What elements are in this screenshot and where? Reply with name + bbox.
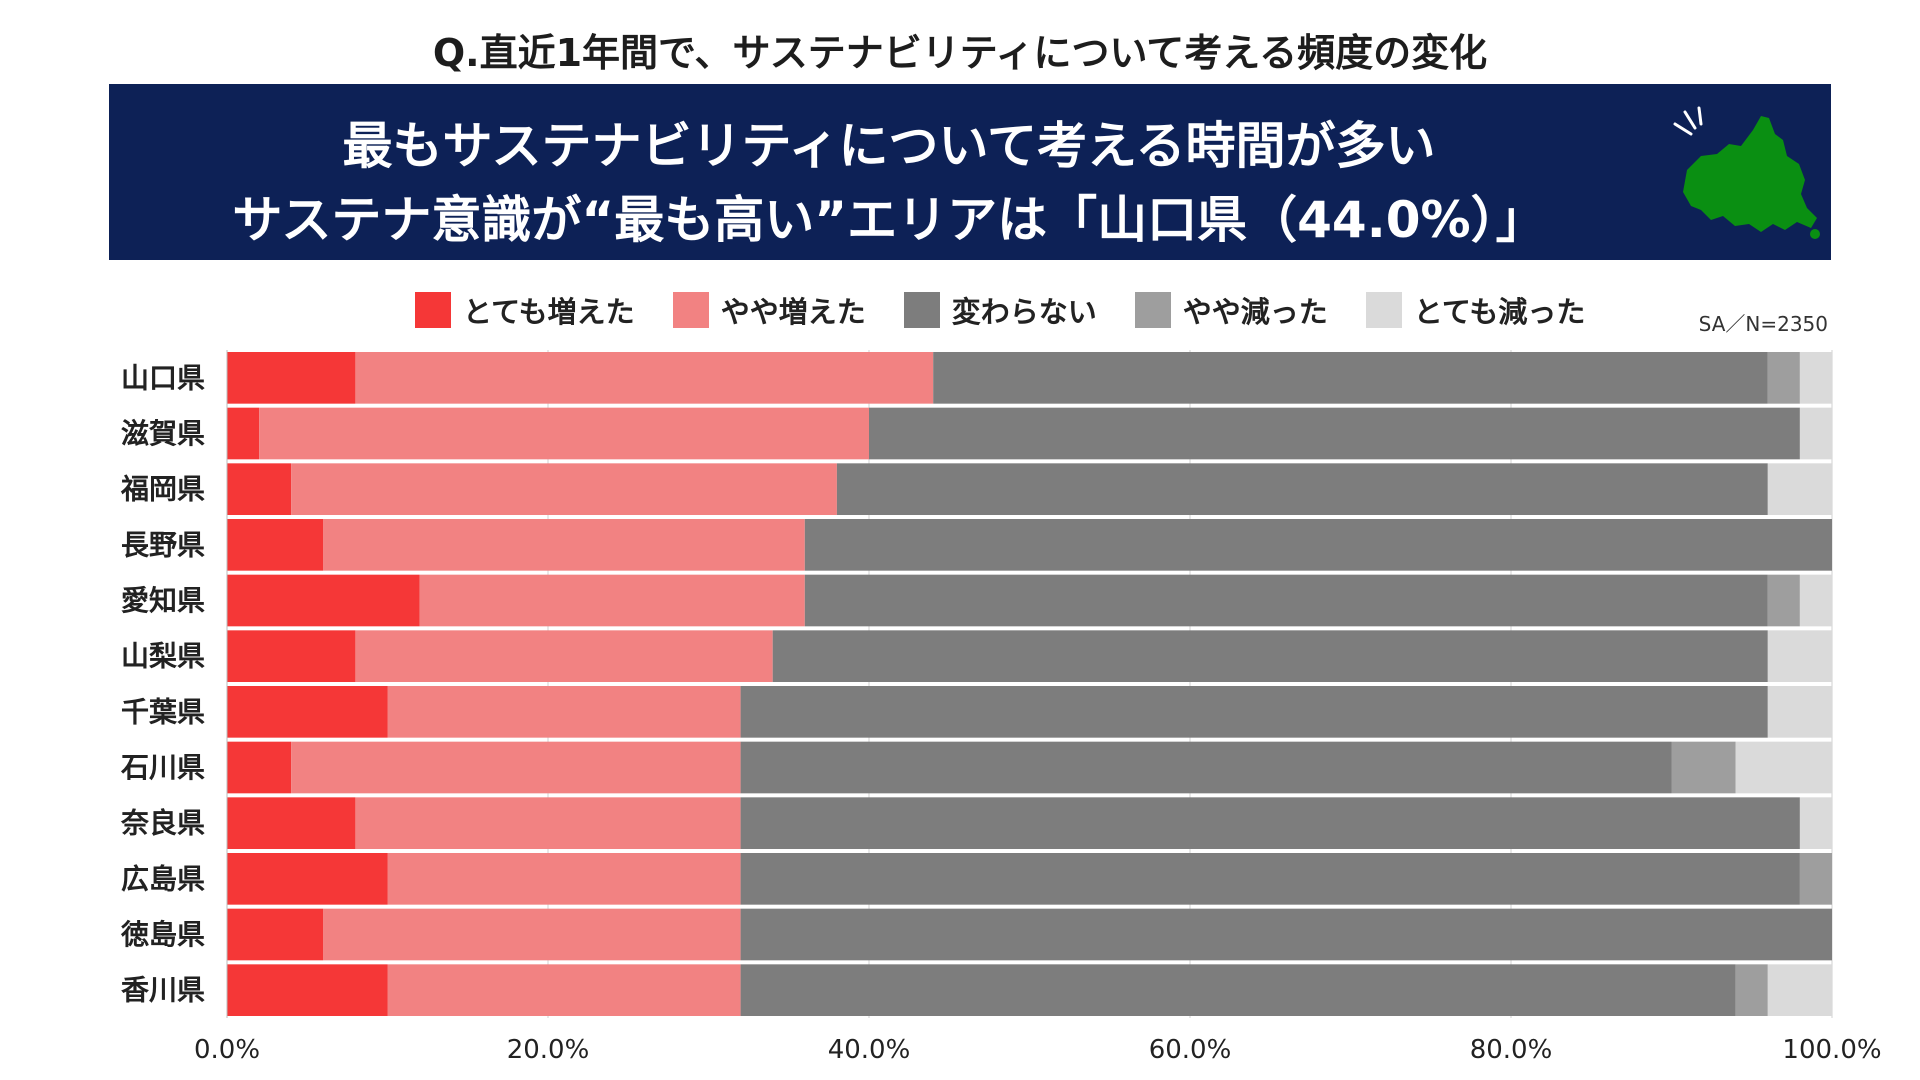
bar-segment [291,741,741,794]
bar-segment [1767,686,1832,738]
x-tick-label: 40.0% [828,1035,911,1065]
legend-label: やや増えた [720,295,866,329]
bar-segment [227,352,356,404]
bar-segment [1767,964,1832,1016]
legend-swatch [1365,292,1402,328]
question-title: Q.直近1年間で、サステナビリティについて考える頻度の変化 [432,31,1488,75]
bar-segment [740,964,1736,1016]
bar-segment [740,908,1832,961]
bar-segment [1735,964,1768,1016]
bar-segment [227,519,324,571]
yamaguchi-map-icon [1673,106,1820,239]
headline-line-2: サステナ意識が“最も高い”エリアは「山口県（44.0%）」 [232,191,1546,249]
legend-label: やや減った [1182,295,1328,329]
bar-segment [869,407,1800,460]
x-tick-label: 20.0% [507,1035,590,1065]
bar-segment [355,352,934,404]
bar-segment [259,407,870,460]
bar-segment [1767,463,1832,515]
bar-segment [387,686,741,738]
bar-segment [227,574,420,627]
bar-segment [227,797,356,849]
category-label: 石川県 [120,751,205,784]
bar-segment [227,686,388,738]
bar-segment [227,407,260,460]
category-label: 奈良県 [120,807,205,840]
bar-segment [355,797,741,849]
bar-segment [804,574,1768,627]
bar-segment [1767,574,1800,627]
bar-segment [355,630,773,682]
bar-segment [1799,853,1832,905]
headline-banner: 最もサステナビリティについて考える時間が多い サステナ意識が“最も高い”エリアは… [109,84,1831,260]
legend-item-greatly-increased: とても増えた [415,289,635,331]
bar-segment [387,853,741,905]
bar-segment [227,853,388,905]
sample-size-note: SA／N=2350 [1698,312,1828,336]
legend-label: とても減った [1413,295,1586,329]
bar-segment [804,519,1832,571]
bar-segment [227,964,388,1016]
bar-segment [1799,352,1832,404]
chart-legend: とても増えた やや増えた 変わらない やや減った とても減った [415,290,1623,330]
legend-label: とても増えた [463,295,635,329]
bar-segment [323,519,805,571]
bar-segment [227,630,356,682]
legend-swatch [415,292,451,328]
bar-segment [740,741,1672,794]
bar-segment [1799,574,1832,627]
x-tick-label: 80.0% [1470,1035,1553,1065]
bar-segment [1767,352,1800,404]
bar-segment [323,908,741,961]
bar-segment [387,964,741,1016]
headline-line-1: 最もサステナビリティについて考える時間が多い [342,117,1436,175]
x-tick-label: 100.0% [1782,1035,1881,1065]
category-label: 長野県 [121,528,205,561]
legend-label: 変わらない [951,295,1097,329]
category-label: 香川県 [121,974,205,1007]
category-label: 愛知県 [121,584,205,617]
legend-item-unchanged: 変わらない [903,289,1097,331]
bar-segment [772,630,1768,682]
bar-segment [1799,407,1832,460]
bar-segment [1799,797,1832,849]
bar-segment [291,463,837,515]
category-label: 千葉県 [121,695,205,728]
bar-segment [419,574,805,627]
bar-segment [1735,741,1832,794]
legend-item-slightly-decreased: やや減った [1134,289,1328,331]
category-label: 山梨県 [121,640,205,673]
bar-segment [836,463,1768,515]
bar-segment [740,686,1768,738]
bar-segment [933,352,1768,404]
bar-segment [740,853,1800,905]
legend-item-slightly-increased: やや増えた [672,289,866,331]
bar-segment [227,908,324,961]
bar-segment [227,463,292,515]
category-label: 福岡県 [120,473,205,506]
bar-segment [740,797,1800,849]
legend-item-greatly-decreased: とても減った [1365,289,1586,331]
category-label: 広島県 [121,862,205,895]
legend-swatch [672,292,709,328]
x-tick-label: 0.0% [194,1035,260,1065]
bar-segment [1767,630,1832,682]
category-label: 山口県 [121,361,205,394]
category-label: 滋賀県 [121,417,205,450]
legend-swatch [1134,292,1171,328]
category-label: 徳島県 [120,918,205,951]
bar-segment [227,741,292,794]
x-tick-label: 60.0% [1149,1035,1232,1065]
legend-swatch [903,292,940,328]
bar-segment [1671,741,1736,794]
